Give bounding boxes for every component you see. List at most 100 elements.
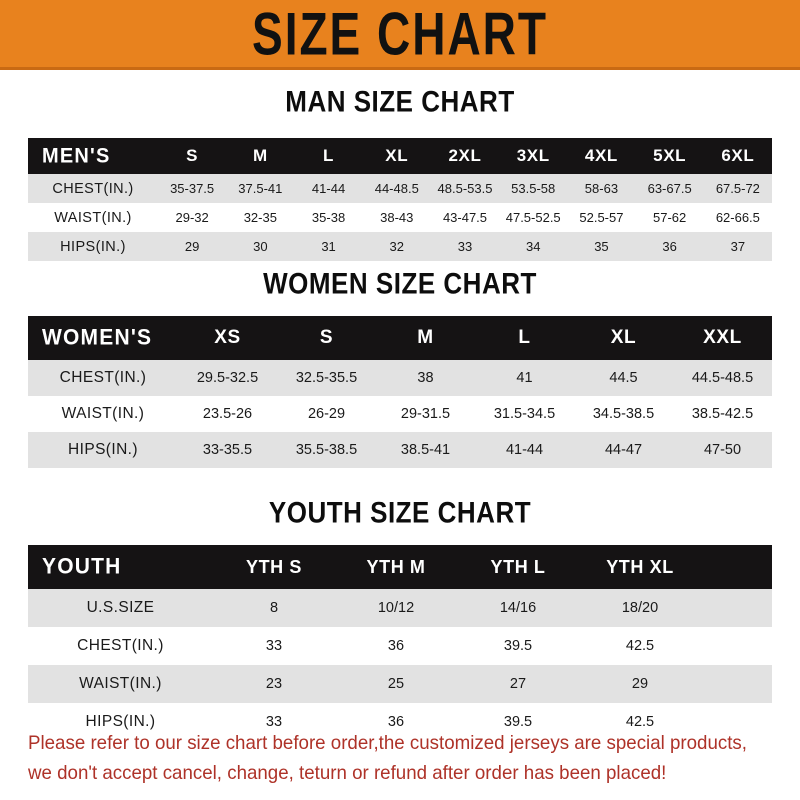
women-chest-0: 29.5-32.5 xyxy=(196,370,259,386)
women-size-col-2: M xyxy=(417,327,434,348)
men-hips-2: 31 xyxy=(321,239,336,254)
women-hips-2: 38.5-41 xyxy=(400,442,451,458)
youth-waist-3: 29 xyxy=(631,676,649,692)
men-chest-1: 37.5-41 xyxy=(238,181,283,196)
men-waist-3: 38-43 xyxy=(380,210,414,225)
man-section-heading: MAN SIZE CHART xyxy=(285,83,515,119)
men-chest-0: 35-37.5 xyxy=(170,181,215,196)
women-chest-4: 44.5 xyxy=(609,370,638,386)
women-section-heading: WOMEN SIZE CHART xyxy=(263,265,537,301)
youth-section-heading: YOUTH SIZE CHART xyxy=(268,494,532,530)
men-size-col-3: XL xyxy=(385,146,409,165)
youth-ussize-2: 14/16 xyxy=(499,600,537,616)
youth-hips-1: 36 xyxy=(387,714,405,730)
youth-waist-0: 23 xyxy=(265,676,283,692)
youth-header-label: YOUTH xyxy=(42,554,122,579)
youth-hips-3: 42.5 xyxy=(625,714,655,730)
youth-ussize-1: 10/12 xyxy=(377,600,415,616)
men-hips-3: 32 xyxy=(389,239,404,254)
banner-title: SIZE CHART xyxy=(252,0,548,68)
women-header-label: WOMEN'S xyxy=(42,325,153,350)
women-hips-4: 44-47 xyxy=(604,442,643,458)
youth-row-label-hips: HIPS(IN.) xyxy=(85,713,156,730)
men-hips-6: 35 xyxy=(594,239,609,254)
women-table-header-row: WOMEN'S XS S M L XL XXL xyxy=(28,316,772,360)
men-waist-0: 29-32 xyxy=(175,210,209,225)
youth-chest-3: 42.5 xyxy=(625,638,655,654)
men-hips-5: 34 xyxy=(525,239,541,254)
men-header-label: MEN'S xyxy=(42,143,111,168)
youth-size-col-0: YTH S xyxy=(245,556,302,577)
women-chest-1: 32.5-35.5 xyxy=(295,370,358,386)
women-size-col-3: L xyxy=(518,327,531,348)
table-row: HIPS(IN.) 33 36 39.5 42.5 xyxy=(28,703,772,741)
women-chest-3: 41 xyxy=(516,370,533,386)
men-waist-2: 35-38 xyxy=(311,210,346,225)
men-waist-6: 52.5-57 xyxy=(579,210,624,225)
table-row: WAIST(IN.) 23.5-26 26-29 29-31.5 31.5-34… xyxy=(28,396,772,432)
women-hips-0: 33-35.5 xyxy=(202,442,253,458)
youth-size-table: YOUTH YTH S YTH M YTH L YTH XL U.S.SIZE … xyxy=(28,545,772,741)
men-size-col-1: M xyxy=(252,146,268,165)
women-row-label-waist: WAIST(IN.) xyxy=(61,405,145,422)
men-row-label-chest: CHEST(IN.) xyxy=(52,180,134,197)
youth-ussize-3: 18/20 xyxy=(621,600,659,616)
table-row: HIPS(IN.) 33-35.5 35.5-38.5 38.5-41 41-4… xyxy=(28,432,772,468)
youth-row-label-ussize: U.S.SIZE xyxy=(86,599,155,616)
table-row: CHEST(IN.) 29.5-32.5 32.5-35.5 38 41 44.… xyxy=(28,360,772,396)
women-chest-5: 44.5-48.5 xyxy=(691,370,754,386)
women-waist-3: 31.5-34.5 xyxy=(493,406,556,422)
men-chest-7: 63-67.5 xyxy=(647,181,692,196)
youth-hips-0: 33 xyxy=(265,714,283,730)
men-size-col-6: 4XL xyxy=(584,146,618,165)
men-hips-7: 36 xyxy=(662,239,677,254)
youth-ussize-0: 8 xyxy=(269,600,279,616)
footer-disclaimer: Please refer to our size chart before or… xyxy=(28,728,747,788)
table-row: WAIST(IN.) 29-32 32-35 35-38 38-43 43-47… xyxy=(28,203,772,232)
youth-size-col-1: YTH M xyxy=(366,556,426,577)
men-chest-5: 53.5-58 xyxy=(511,181,556,196)
men-waist-5: 47.5-52.5 xyxy=(505,210,561,225)
page-banner: SIZE CHART xyxy=(0,0,800,70)
men-chest-2: 41-44 xyxy=(311,181,346,196)
women-hips-1: 35.5-38.5 xyxy=(295,442,358,458)
men-table-header-row: MEN'S S M L XL 2XL 3XL 4XL 5XL 6XL xyxy=(28,138,772,174)
women-size-col-5: XXL xyxy=(703,327,742,348)
women-waist-4: 34.5-38.5 xyxy=(592,406,655,422)
table-row: CHEST(IN.) 33 36 39.5 42.5 xyxy=(28,627,772,665)
men-row-label-hips: HIPS(IN.) xyxy=(60,238,126,255)
men-waist-4: 43-47.5 xyxy=(442,210,488,225)
men-waist-1: 32-35 xyxy=(243,210,277,225)
men-chest-3: 44-48.5 xyxy=(374,181,419,196)
youth-size-col-2: YTH L xyxy=(490,556,546,577)
men-chest-6: 58-63 xyxy=(584,181,619,196)
youth-waist-1: 25 xyxy=(387,676,405,692)
youth-chest-1: 36 xyxy=(387,638,405,654)
women-waist-0: 23.5-26 xyxy=(202,406,253,422)
table-row: WAIST(IN.) 23 25 27 29 xyxy=(28,665,772,703)
women-hips-5: 47-50 xyxy=(703,442,742,458)
men-chest-8: 67.5-72 xyxy=(715,181,760,196)
women-row-label-hips: HIPS(IN.) xyxy=(68,441,138,458)
table-row: CHEST(IN.) 35-37.5 37.5-41 41-44 44-48.5… xyxy=(28,174,772,203)
youth-size-col-3: YTH XL xyxy=(606,556,674,577)
men-size-col-2: L xyxy=(323,146,335,165)
women-waist-5: 38.5-42.5 xyxy=(691,406,754,422)
women-chest-2: 38 xyxy=(417,370,434,386)
women-size-col-4: XL xyxy=(610,327,637,348)
men-waist-8: 62-66.5 xyxy=(715,210,760,225)
women-row-label-chest: CHEST(IN.) xyxy=(59,369,147,386)
women-hips-3: 41-44 xyxy=(505,442,544,458)
men-hips-0: 29 xyxy=(184,239,200,254)
men-row-label-waist: WAIST(IN.) xyxy=(54,209,132,226)
footer-line-1: Please refer to our size chart before or… xyxy=(28,732,747,754)
youth-row-label-waist: WAIST(IN.) xyxy=(79,675,162,692)
men-hips-8: 37 xyxy=(730,239,746,254)
men-waist-7: 57-62 xyxy=(653,210,687,225)
men-size-col-5: 3XL xyxy=(516,146,550,165)
women-size-col-1: S xyxy=(319,327,334,348)
women-size-table: WOMEN'S XS S M L XL XXL CHEST(IN.) 29.5-… xyxy=(28,316,772,468)
men-hips-1: 30 xyxy=(253,239,268,254)
youth-chest-0: 33 xyxy=(265,638,283,654)
